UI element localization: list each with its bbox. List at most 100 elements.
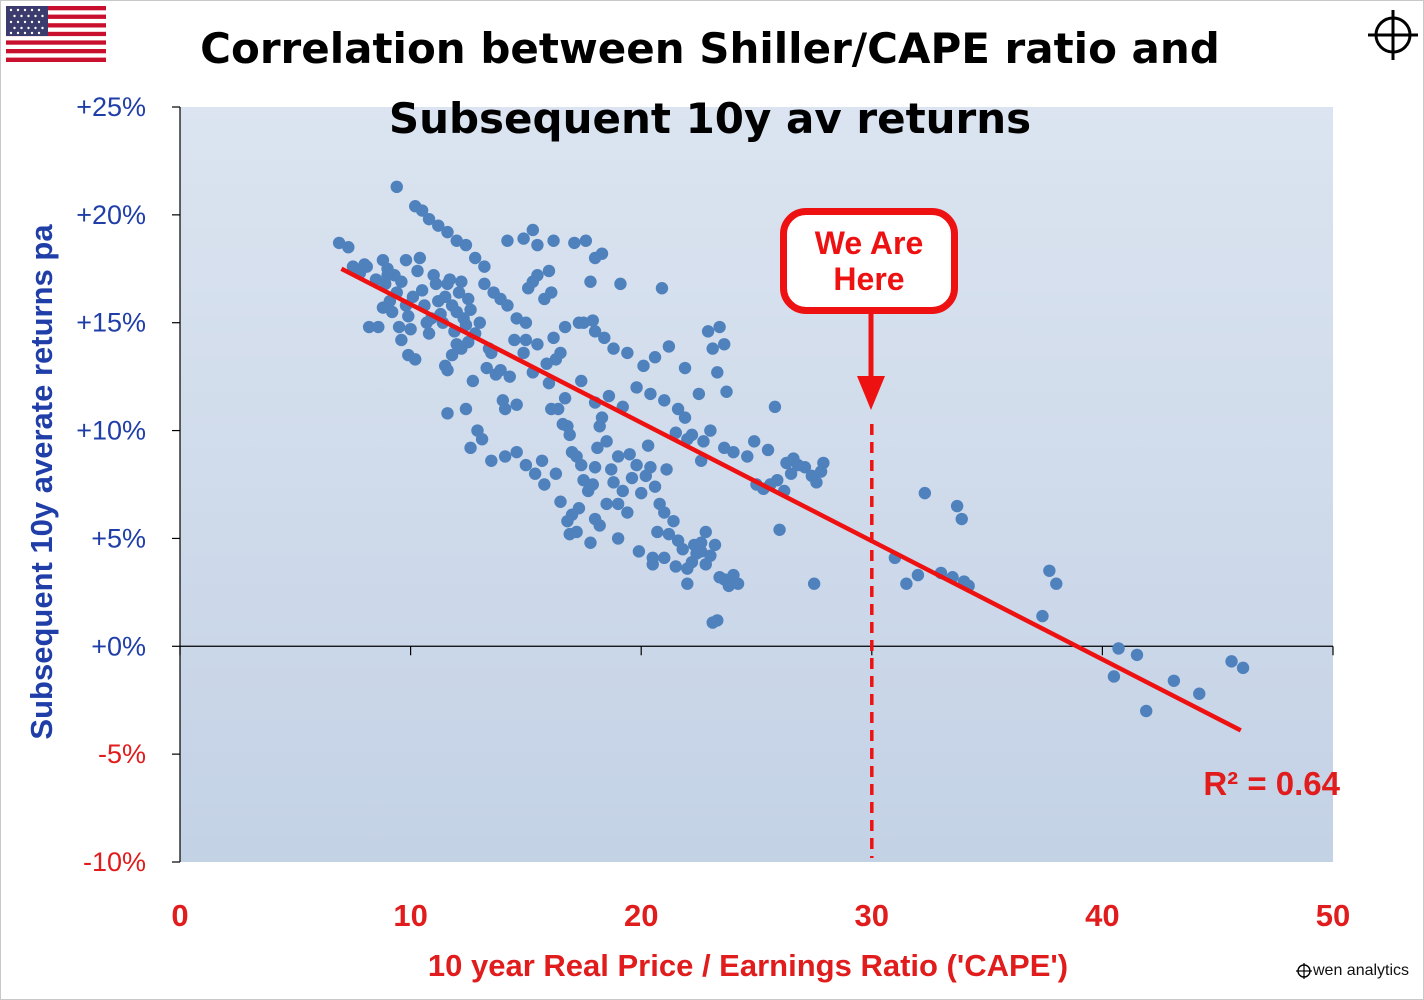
- data-point: [464, 441, 477, 455]
- data-point: [517, 346, 530, 360]
- data-point: [519, 333, 533, 347]
- data-point: [918, 486, 932, 500]
- data-point: [662, 340, 676, 353]
- data-point: [429, 277, 443, 291]
- y-tick-label: +15%: [76, 308, 146, 338]
- data-point: [667, 514, 680, 528]
- data-point: [415, 284, 429, 297]
- data-point: [600, 435, 613, 448]
- data-point: [464, 303, 477, 316]
- x-tick-label: 10: [393, 898, 427, 933]
- data-point: [376, 301, 390, 314]
- data-point: [747, 435, 761, 448]
- data-point: [593, 519, 606, 532]
- brand-crosshair-icon: [1296, 963, 1312, 979]
- data-point: [455, 275, 468, 288]
- chart-title-line2: Subsequent 10y av returns: [388, 94, 1032, 143]
- data-point: [911, 568, 925, 582]
- data-point: [478, 260, 491, 273]
- data-point: [637, 359, 650, 373]
- data-point: [487, 286, 500, 299]
- data-point: [372, 320, 385, 334]
- data-point: [678, 411, 692, 424]
- data-point: [630, 458, 643, 472]
- data-point: [625, 471, 639, 485]
- data-point: [441, 363, 454, 377]
- data-point: [459, 402, 473, 416]
- data-point: [632, 545, 646, 558]
- data-point: [411, 264, 424, 278]
- data-point: [535, 454, 549, 467]
- data-point: [630, 381, 643, 394]
- data-point: [623, 448, 636, 461]
- brand-text: wen analytics: [1313, 962, 1410, 979]
- data-point: [1036, 609, 1049, 623]
- data-point: [395, 275, 408, 288]
- y-tick-label: +0%: [91, 631, 146, 661]
- data-point: [554, 346, 567, 360]
- data-point: [1130, 648, 1144, 662]
- data-point: [381, 269, 394, 282]
- data-point: [644, 461, 657, 474]
- y-tick-label: +25%: [76, 92, 146, 122]
- x-tick-label: 50: [1316, 898, 1350, 933]
- x-tick-label: 30: [855, 898, 889, 933]
- data-point: [441, 407, 454, 420]
- data-point: [558, 392, 572, 405]
- data-point: [694, 454, 708, 467]
- data-point: [731, 577, 745, 590]
- data-point: [510, 445, 523, 459]
- data-point: [501, 234, 514, 247]
- data-point: [395, 333, 408, 347]
- data-point: [718, 338, 731, 351]
- data-point: [787, 452, 800, 465]
- data-point: [807, 577, 821, 590]
- data-point: [1140, 704, 1153, 718]
- x-axis-label: 10 year Real Price / Earnings Ratio ('CA…: [428, 948, 1068, 983]
- data-point: [471, 424, 484, 437]
- data-point: [720, 385, 733, 398]
- data-point: [517, 232, 530, 245]
- data-point: [646, 551, 659, 565]
- data-point: [545, 286, 558, 299]
- data-point: [577, 316, 590, 329]
- data-point: [655, 282, 669, 295]
- data-point: [432, 219, 445, 232]
- data-point: [616, 484, 629, 498]
- data-point: [531, 238, 544, 252]
- data-point: [704, 424, 717, 437]
- data-point: [773, 523, 786, 536]
- data-point: [547, 234, 560, 247]
- data-point: [614, 277, 627, 291]
- data-point: [392, 320, 406, 334]
- data-point: [445, 348, 459, 362]
- data-point: [385, 305, 399, 319]
- data-point: [1236, 661, 1250, 675]
- data-point: [542, 376, 556, 390]
- data-point: [575, 458, 588, 472]
- data-point: [1225, 655, 1238, 668]
- data-point: [900, 577, 913, 590]
- data-point: [1112, 642, 1125, 655]
- data-point: [586, 478, 599, 491]
- x-tick-label: 20: [624, 898, 658, 933]
- data-point: [678, 361, 692, 375]
- data-point: [662, 527, 676, 541]
- y-tick-label: +5%: [91, 523, 146, 553]
- data-point: [508, 333, 521, 347]
- data-point: [390, 180, 403, 194]
- data-point: [1167, 674, 1181, 687]
- data-point: [641, 439, 655, 452]
- data-point: [595, 411, 609, 424]
- data-point: [955, 512, 968, 526]
- data-point: [1107, 670, 1121, 683]
- data-point: [561, 514, 574, 528]
- data-point: [741, 450, 754, 463]
- data-point: [462, 292, 475, 306]
- data-point: [485, 454, 498, 467]
- y-axis-label: Subsequent 10y averate returns pa: [24, 224, 59, 740]
- data-point: [443, 273, 457, 286]
- data-point: [1193, 687, 1206, 700]
- data-point: [547, 331, 560, 345]
